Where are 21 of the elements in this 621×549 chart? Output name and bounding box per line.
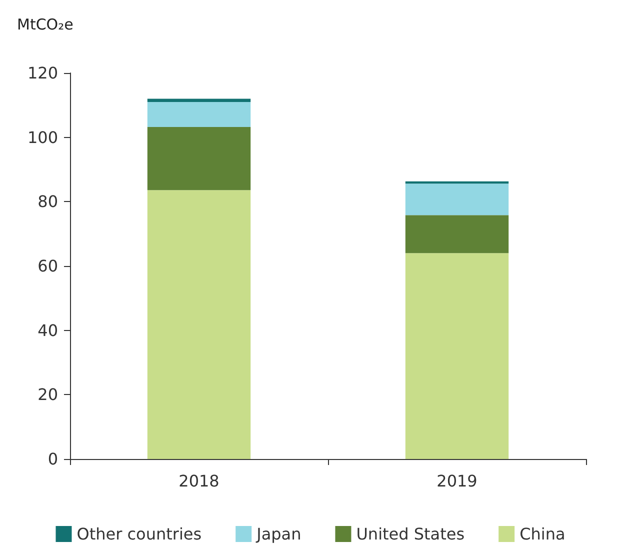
y-tick-label: 0 — [48, 450, 58, 468]
legend-label: Other countries — [76, 524, 202, 544]
y-tick-label: 80 — [38, 192, 58, 212]
x-tick-label: 2019 — [436, 472, 478, 490]
bar — [405, 184, 509, 216]
y-tick-label: 40 — [38, 320, 58, 340]
legend-label: Japan — [256, 524, 302, 544]
y-tick-label: 60 — [38, 256, 58, 276]
y-tick-label: 100 — [27, 128, 58, 147]
y-tick-label: 20 — [38, 385, 58, 404]
bar — [147, 98, 251, 102]
y-tick-label: 120 — [27, 64, 58, 82]
y-axis-title: MtCO₂e — [17, 16, 74, 34]
bar — [147, 127, 251, 190]
legend-label: United States — [356, 524, 465, 544]
x-tick-label: 2018 — [178, 472, 220, 490]
bar — [405, 215, 509, 254]
bar — [147, 190, 251, 459]
legend-label: China — [520, 524, 566, 544]
bar — [147, 102, 251, 128]
bar — [405, 253, 509, 459]
